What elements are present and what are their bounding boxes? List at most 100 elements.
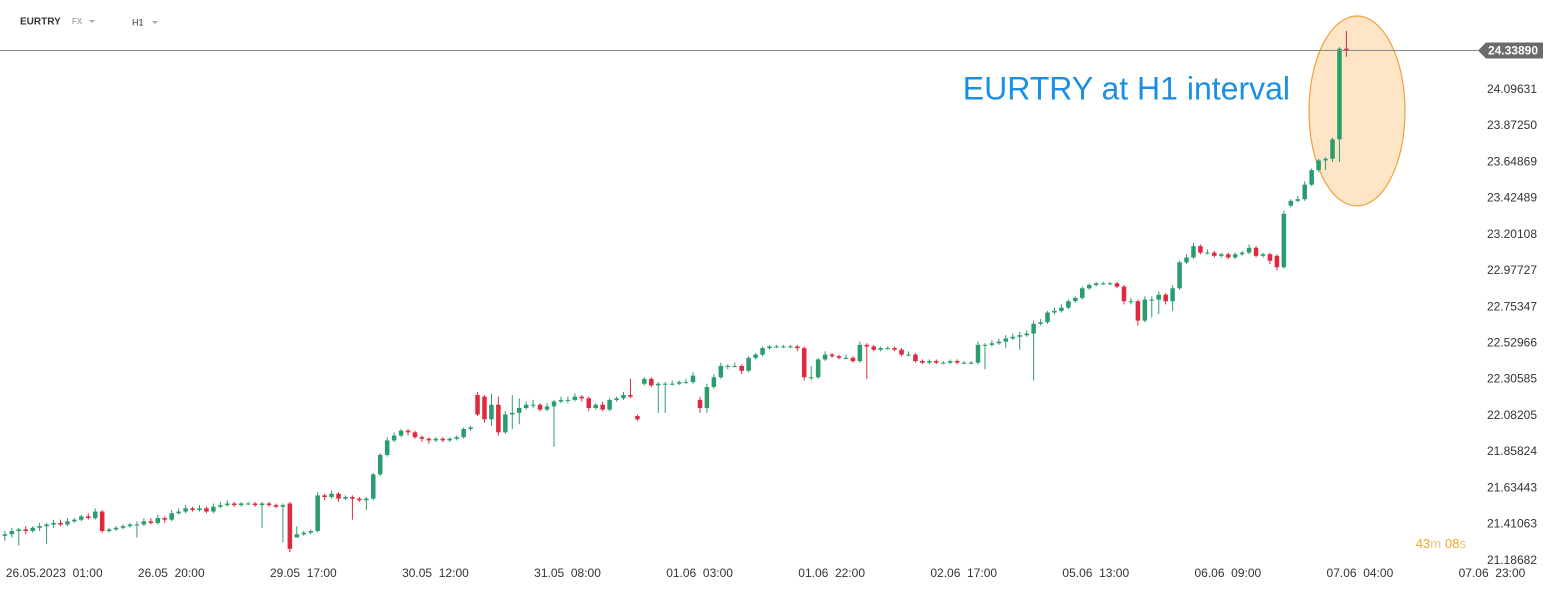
- candle-body: [461, 429, 466, 438]
- y-tick-label: 22.75347: [1487, 299, 1537, 313]
- candle-body: [982, 344, 988, 346]
- candle-body: [1128, 301, 1134, 303]
- candle-body: [1302, 184, 1307, 200]
- y-tick-label: 21.63443: [1487, 480, 1537, 494]
- candle-body: [426, 438, 432, 441]
- candle-body: [315, 495, 320, 532]
- candle-body: [266, 503, 272, 506]
- candle-body: [384, 440, 390, 455]
- candle-body: [148, 521, 154, 523]
- candle-body: [1031, 323, 1036, 334]
- candle-body: [273, 505, 279, 507]
- y-tick-label: 23.87250: [1487, 118, 1537, 132]
- candle-body: [801, 348, 807, 378]
- x-tick-label: 26.05 20:00: [138, 566, 205, 580]
- candle-body: [127, 524, 133, 527]
- dropdown-caret[interactable]: [152, 21, 158, 24]
- candle-body: [781, 346, 786, 348]
- candle-body: [357, 498, 362, 501]
- candle-body: [1024, 333, 1029, 336]
- candle-body: [225, 503, 230, 506]
- candle-body: [120, 526, 126, 528]
- candle-body: [871, 346, 876, 350]
- candle-body: [593, 404, 598, 409]
- candle-body: [544, 406, 550, 410]
- candle-body: [301, 532, 307, 535]
- highlight-ellipse: [1308, 15, 1406, 207]
- candle-body: [65, 521, 70, 525]
- y-tick-label: 22.30585: [1487, 372, 1537, 386]
- candle-body: [86, 516, 91, 519]
- candle-body: [621, 395, 626, 399]
- candle-body: [496, 404, 501, 433]
- market: FX: [72, 17, 83, 26]
- candle-body: [600, 404, 605, 410]
- candle-body: [113, 527, 119, 530]
- y-tick-label: 22.97727: [1487, 263, 1537, 277]
- y-tick-label: 23.64869: [1487, 154, 1537, 168]
- candle-body: [1337, 48, 1342, 140]
- candle-body: [968, 362, 974, 364]
- candle-body: [788, 346, 793, 348]
- candle-body: [836, 356, 842, 358]
- candle-body: [635, 416, 640, 420]
- candle-body: [308, 531, 313, 533]
- candle-body: [551, 401, 557, 407]
- candle-body: [231, 503, 237, 506]
- candle-body: [760, 348, 765, 355]
- candle-body: [850, 357, 856, 362]
- candle-body: [1003, 338, 1009, 342]
- candle-body: [1086, 285, 1092, 289]
- candle-body: [718, 365, 724, 378]
- candle-body: [1212, 252, 1217, 256]
- countdown: 43m 08s: [1416, 536, 1467, 551]
- candle-body: [454, 437, 459, 439]
- candle-body: [37, 526, 42, 528]
- candle-body: [190, 508, 195, 510]
- candle-body: [906, 354, 911, 356]
- candle-body: [141, 521, 147, 525]
- candle-body: [2, 534, 8, 536]
- candle-body: [169, 513, 174, 520]
- symbol[interactable]: EURTRY: [20, 17, 61, 28]
- candle-body: [1100, 283, 1106, 285]
- candle-body: [1052, 310, 1057, 313]
- candle-body: [447, 438, 452, 441]
- candle-body: [1010, 336, 1016, 339]
- candle-body: [1246, 247, 1252, 253]
- candle-body: [857, 344, 863, 362]
- candle-body: [940, 362, 946, 364]
- candle-body: [51, 522, 56, 525]
- candle-body: [79, 516, 84, 520]
- candle-body: [565, 399, 571, 401]
- candle-body: [419, 437, 425, 439]
- candle-body: [655, 383, 661, 386]
- candle-body: [238, 503, 244, 506]
- candle-body: [669, 383, 675, 385]
- last-price-tag: [1478, 42, 1543, 59]
- candle-body: [1184, 257, 1189, 263]
- candle-body: [30, 527, 35, 532]
- candle-body: [440, 438, 446, 441]
- candle-body: [1239, 252, 1245, 255]
- dropdown-caret[interactable]: [89, 20, 95, 23]
- candle-body: [1198, 246, 1203, 253]
- candle-body: [607, 399, 612, 410]
- candle-body: [537, 404, 543, 410]
- candle-body: [815, 359, 821, 378]
- interval[interactable]: H1: [132, 17, 144, 27]
- candle-body: [795, 346, 800, 349]
- candle-body: [961, 362, 967, 364]
- candle-body: [885, 348, 890, 350]
- countdown-minutes: 43: [1416, 536, 1430, 551]
- candle-body: [1038, 322, 1043, 324]
- x-tick-label: 07.06 04:00: [1327, 566, 1394, 580]
- candle-body: [405, 430, 411, 433]
- candle-body: [530, 404, 536, 406]
- candle-body: [1093, 283, 1099, 285]
- candle-body: [489, 404, 494, 420]
- candle-body: [947, 361, 953, 363]
- candle-body: [1080, 288, 1085, 298]
- candle-body: [1253, 247, 1259, 256]
